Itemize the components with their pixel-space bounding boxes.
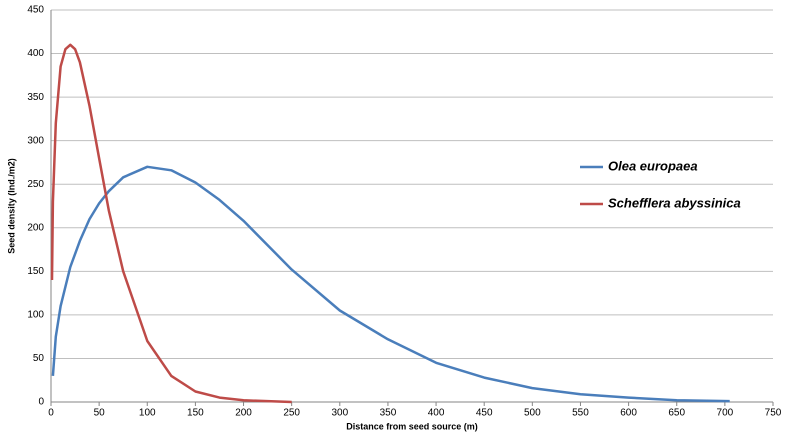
series-line — [51, 165, 730, 403]
x-tick-label: 150 — [187, 408, 204, 419]
x-tick-label: 550 — [572, 408, 589, 419]
y-tick-label: 50 — [33, 353, 45, 364]
x-tick-label: 300 — [331, 408, 348, 419]
x-tick-label: 600 — [620, 408, 637, 419]
y-tick-label: 100 — [27, 310, 44, 321]
y-tick-label: 0 — [38, 397, 44, 408]
y-axis-label: Seed density (Ind./m2) — [6, 158, 16, 254]
x-tick-label: 750 — [765, 408, 782, 419]
x-tick-label: 250 — [283, 408, 300, 419]
x-tick-label: 200 — [235, 408, 252, 419]
x-tick-label: 650 — [668, 408, 685, 419]
x-tick-label: 450 — [476, 408, 493, 419]
y-tick-label: 450 — [27, 5, 44, 16]
x-tick-label: 100 — [139, 408, 156, 419]
x-tick-label: 0 — [48, 408, 54, 419]
y-tick-label: 300 — [27, 135, 44, 146]
y-tick-label: 250 — [27, 179, 44, 190]
y-tick-label: 150 — [27, 266, 44, 277]
y-tick-label: 350 — [27, 92, 44, 103]
legend-label: Schefflera abyssinica — [608, 195, 741, 210]
y-tick-label: 200 — [27, 222, 44, 233]
x-tick-label: 400 — [428, 408, 445, 419]
x-tick-label: 50 — [94, 408, 106, 419]
legend-label: Olea europaea — [608, 158, 698, 173]
x-tick-label: 500 — [524, 408, 541, 419]
y-tick-label: 400 — [27, 48, 44, 59]
x-tick-label: 700 — [717, 408, 734, 419]
series-line — [50, 43, 292, 404]
x-axis-label: Distance from seed source (m) — [346, 421, 478, 431]
x-tick-label: 350 — [380, 408, 397, 419]
